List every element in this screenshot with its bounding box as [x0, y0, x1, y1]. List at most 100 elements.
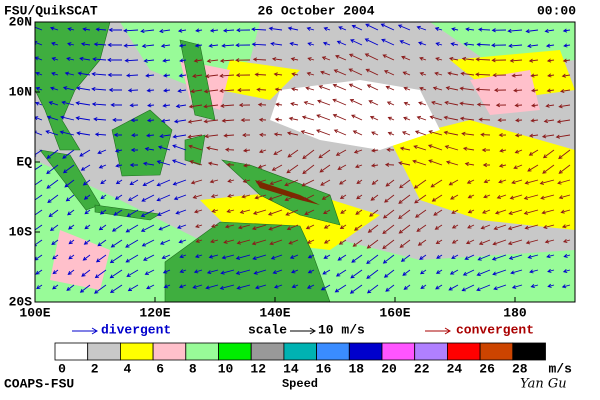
- wind-arrow: [306, 26, 315, 31]
- lat-label: 10S: [9, 224, 33, 239]
- wind-arrow: [291, 87, 299, 92]
- title-time: 00:00: [537, 3, 576, 18]
- wind-arrow: [323, 224, 331, 229]
- wind-arrow: [177, 88, 187, 93]
- wind-arrow: [114, 194, 123, 200]
- wind-arrow: [256, 87, 267, 92]
- wind-arrow: [300, 130, 315, 136]
- wind-arrow: [306, 284, 315, 289]
- wind-arrow: [113, 209, 123, 216]
- wind-arrow: [187, 134, 203, 139]
- wind-arrow: [220, 269, 235, 275]
- wind-arrow: [351, 254, 363, 263]
- wind-arrow: [97, 149, 107, 155]
- wind-arrow: [416, 25, 427, 31]
- wind-arrow: [141, 239, 155, 247]
- wind-arrow: [323, 239, 331, 244]
- wind-arrow: [223, 239, 235, 244]
- wind-arrow: [429, 115, 443, 121]
- wind-arrow: [531, 103, 539, 108]
- wind-arrow: [221, 43, 235, 48]
- wind-arrow: [35, 101, 43, 106]
- wind-arrow: [348, 68, 363, 76]
- wind-arrow: [108, 27, 123, 32]
- wind-arrow: [107, 72, 123, 77]
- wind-arrow: [209, 179, 219, 184]
- colorbar-tick-label: 16: [316, 361, 332, 376]
- wind-arrow: [242, 179, 251, 184]
- wind-arrow: [288, 239, 299, 245]
- wind-arrow: [416, 224, 427, 232]
- wind-arrow: [403, 116, 411, 121]
- wind-arrow: [385, 85, 395, 91]
- wind-arrow: [268, 26, 283, 31]
- wind-arrow: [444, 145, 459, 151]
- wind-arrow: [172, 134, 187, 139]
- wind-arrow: [540, 194, 555, 200]
- wind-arrow: [543, 224, 555, 229]
- wind-arrow: [365, 23, 379, 31]
- wind-arrow: [203, 119, 219, 124]
- wind-arrow: [273, 72, 283, 77]
- wind-arrow: [435, 269, 443, 274]
- wind-arrow: [419, 71, 427, 76]
- wind-arrow: [321, 56, 331, 61]
- wind-arrow: [259, 132, 267, 137]
- wind-arrow: [219, 88, 235, 93]
- wind-arrow: [235, 58, 251, 63]
- wind-arrow: [251, 224, 267, 231]
- wind-arrow: [80, 42, 91, 47]
- wind-arrow: [177, 28, 187, 33]
- map: [35, 22, 575, 302]
- wind-arrow: [462, 269, 475, 276]
- wind-arrow: [332, 98, 347, 106]
- wind-arrow: [507, 28, 523, 33]
- wind-arrow: [219, 284, 235, 290]
- wind-arrow: [419, 56, 427, 61]
- wind-arrow: [498, 179, 507, 184]
- wind-arrow: [555, 134, 571, 139]
- colorbar-swatch: [120, 342, 154, 361]
- wind-arrow: [91, 72, 107, 77]
- wind-arrow: [204, 134, 219, 139]
- wind-arrow: [179, 254, 187, 259]
- wind-arrow: [319, 164, 331, 173]
- wind-arrow: [156, 160, 171, 166]
- wind-arrow: [267, 209, 283, 216]
- wind-arrow: [45, 130, 59, 136]
- wind-arrow: [547, 268, 555, 273]
- wind-arrow: [413, 179, 427, 189]
- wind-arrow: [130, 118, 139, 123]
- wind-arrow: [482, 209, 491, 214]
- wind-arrow: [143, 254, 155, 261]
- wind-arrow: [353, 149, 363, 154]
- wind-arrow: [82, 27, 91, 32]
- wind-arrow: [287, 26, 299, 31]
- wind-arrow: [563, 43, 571, 48]
- wind-arrow: [542, 164, 555, 174]
- wind-arrow: [269, 239, 283, 246]
- wind-arrow: [385, 179, 395, 187]
- zone: [50, 60, 540, 290]
- colorbar-swatch: [218, 342, 252, 361]
- wind-arrow: [252, 254, 267, 261]
- legend-convergent: convergent: [456, 322, 534, 337]
- wind-arrow: [190, 179, 203, 185]
- wind-arrow: [272, 269, 283, 275]
- wind-arrow: [156, 179, 171, 187]
- wind-arrow: [461, 131, 475, 136]
- wind-arrow: [562, 58, 571, 63]
- wind-arrow: [146, 88, 155, 93]
- wind-arrow: [68, 224, 75, 230]
- wind-arrow: [508, 43, 523, 48]
- wind-arrow: [62, 86, 75, 91]
- wind-arrow: [466, 179, 475, 184]
- wind-arrow: [483, 194, 491, 199]
- wind-arrow: [285, 209, 299, 216]
- wind-arrow: [219, 73, 235, 78]
- wind-arrow: [98, 164, 107, 169]
- wind-arrow: [384, 194, 395, 203]
- wind-arrow: [273, 149, 283, 155]
- wind-arrow: [498, 163, 507, 168]
